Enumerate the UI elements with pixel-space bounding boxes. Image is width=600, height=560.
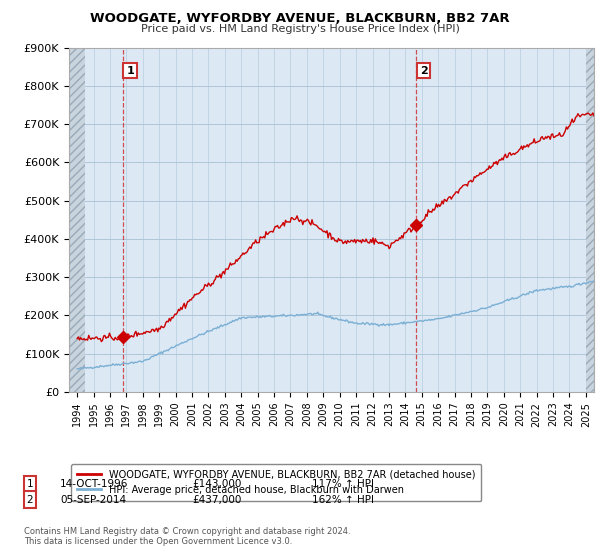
Text: Contains HM Land Registry data © Crown copyright and database right 2024.
This d: Contains HM Land Registry data © Crown c… <box>24 527 350 546</box>
Legend: WOODGATE, WYFORDBY AVENUE, BLACKBURN, BB2 7AR (detached house), HPI: Average pri: WOODGATE, WYFORDBY AVENUE, BLACKBURN, BB… <box>71 464 481 501</box>
Text: 1: 1 <box>26 479 34 489</box>
Text: WOODGATE, WYFORDBY AVENUE, BLACKBURN, BB2 7AR: WOODGATE, WYFORDBY AVENUE, BLACKBURN, BB… <box>90 12 510 25</box>
Bar <box>69 48 85 392</box>
Text: 14-OCT-1996: 14-OCT-1996 <box>60 479 128 489</box>
Bar <box>586 48 600 392</box>
Text: 2: 2 <box>26 494 34 505</box>
Text: 2: 2 <box>420 66 428 76</box>
Text: Price paid vs. HM Land Registry's House Price Index (HPI): Price paid vs. HM Land Registry's House … <box>140 24 460 34</box>
Text: 05-SEP-2014: 05-SEP-2014 <box>60 494 126 505</box>
Text: 1: 1 <box>126 66 134 76</box>
Text: 162% ↑ HPI: 162% ↑ HPI <box>312 494 374 505</box>
Text: 117% ↑ HPI: 117% ↑ HPI <box>312 479 374 489</box>
Text: £143,000: £143,000 <box>192 479 241 489</box>
Text: £437,000: £437,000 <box>192 494 241 505</box>
